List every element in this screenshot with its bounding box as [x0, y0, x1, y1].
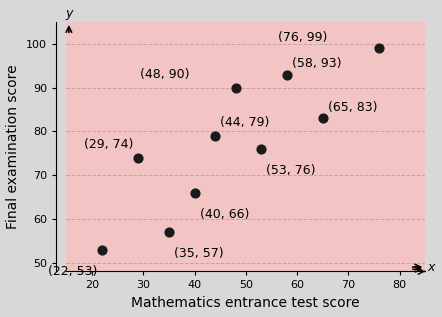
Text: (44, 79): (44, 79): [220, 116, 270, 129]
Point: [165, 230, 172, 235]
Text: (22, 53): (22, 53): [48, 265, 97, 278]
Text: (65, 83): (65, 83): [328, 101, 377, 114]
X-axis label: Mathematics entrance test score: Mathematics entrance test score: [131, 296, 360, 310]
Y-axis label: Final examination score: Final examination score: [7, 64, 20, 229]
Point: [211, 133, 218, 139]
Text: x: x: [0, 316, 1, 317]
Text: x: x: [428, 261, 435, 274]
Text: (35, 57): (35, 57): [174, 247, 224, 260]
Point: [134, 155, 141, 160]
Text: y: y: [65, 7, 72, 20]
Text: (29, 74): (29, 74): [84, 138, 133, 151]
Text: (53, 76): (53, 76): [266, 164, 316, 177]
Point: [99, 247, 106, 252]
Point: [319, 116, 326, 121]
Text: (76, 99): (76, 99): [278, 31, 328, 44]
Point: [191, 190, 198, 195]
Text: (48, 90): (48, 90): [140, 68, 189, 81]
Text: y: y: [0, 316, 1, 317]
Text: (40, 66): (40, 66): [200, 208, 249, 221]
Point: [376, 46, 383, 51]
Text: (58, 93): (58, 93): [292, 57, 341, 70]
Point: [283, 72, 290, 77]
Point: [232, 85, 239, 90]
Point: [258, 146, 265, 152]
